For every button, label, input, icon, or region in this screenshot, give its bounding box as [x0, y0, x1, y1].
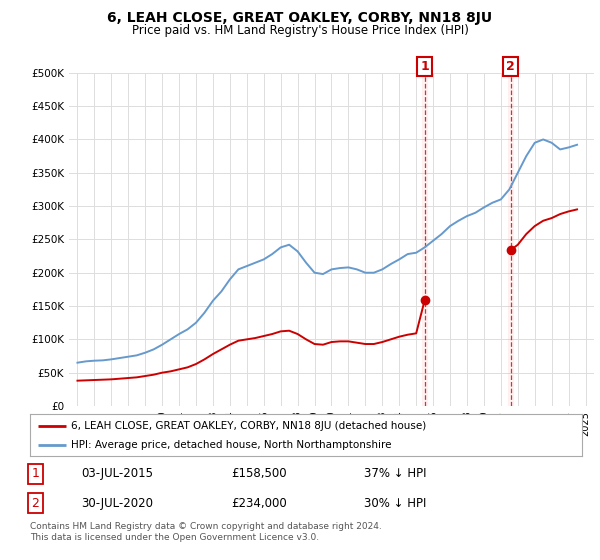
Text: 2: 2 — [506, 60, 515, 73]
Text: 2: 2 — [31, 497, 39, 510]
Text: 1: 1 — [420, 60, 429, 73]
Text: 03-JUL-2015: 03-JUL-2015 — [82, 468, 154, 480]
Text: This data is licensed under the Open Government Licence v3.0.: This data is licensed under the Open Gov… — [30, 533, 319, 542]
Bar — [422, 73, 427, 406]
Text: 30% ↓ HPI: 30% ↓ HPI — [364, 497, 426, 510]
Text: 6, LEAH CLOSE, GREAT OAKLEY, CORBY, NN18 8JU (detached house): 6, LEAH CLOSE, GREAT OAKLEY, CORBY, NN18… — [71, 421, 427, 431]
Text: 30-JUL-2020: 30-JUL-2020 — [82, 497, 154, 510]
Text: 37% ↓ HPI: 37% ↓ HPI — [364, 468, 426, 480]
Text: 1: 1 — [31, 468, 39, 480]
Text: HPI: Average price, detached house, North Northamptonshire: HPI: Average price, detached house, Nort… — [71, 440, 392, 450]
Text: Contains HM Land Registry data © Crown copyright and database right 2024.: Contains HM Land Registry data © Crown c… — [30, 522, 382, 531]
Text: Price paid vs. HM Land Registry's House Price Index (HPI): Price paid vs. HM Land Registry's House … — [131, 24, 469, 36]
Bar — [508, 73, 513, 406]
Text: 6, LEAH CLOSE, GREAT OAKLEY, CORBY, NN18 8JU: 6, LEAH CLOSE, GREAT OAKLEY, CORBY, NN18… — [107, 11, 493, 25]
Text: £158,500: £158,500 — [231, 468, 287, 480]
Text: £234,000: £234,000 — [231, 497, 287, 510]
